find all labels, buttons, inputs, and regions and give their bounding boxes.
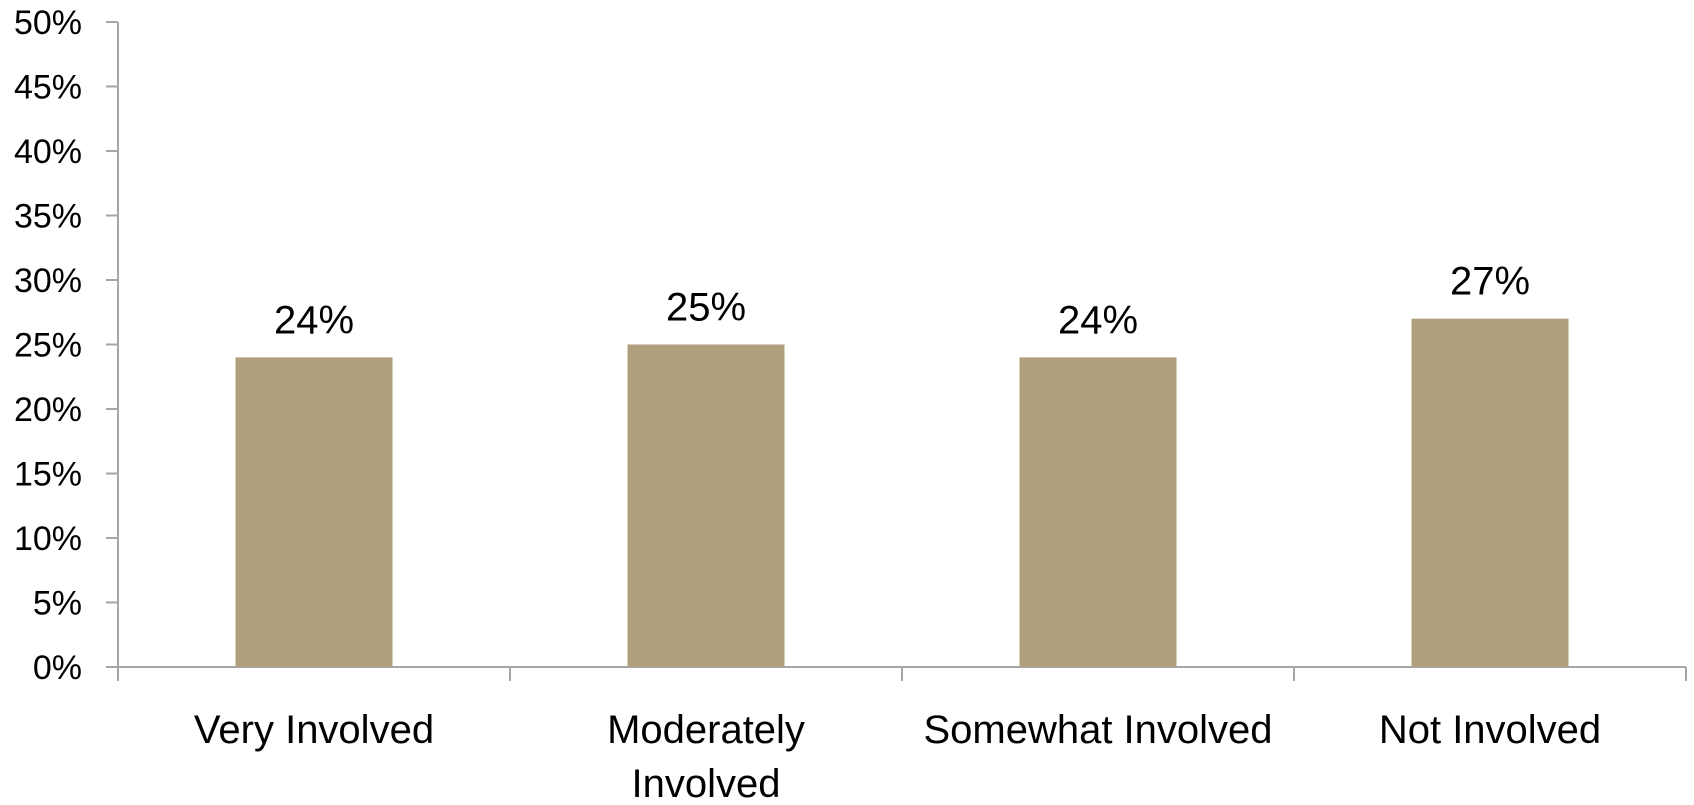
- category-label: Not Involved: [1379, 708, 1601, 752]
- y-tick-label: 25%: [14, 327, 82, 365]
- bar: [235, 357, 393, 667]
- category-labels: Very Involved Moderately Involved Somewhat …: [194, 708, 1601, 805]
- category-label: Moderately: [607, 708, 805, 752]
- y-tick-label: 50%: [14, 4, 82, 42]
- data-labels: 24% 25% 24% 27%: [274, 260, 1530, 343]
- y-tick-label: 0%: [33, 649, 82, 687]
- data-label: 24%: [1058, 298, 1138, 342]
- bar: [627, 344, 785, 667]
- y-tick-label: 40%: [14, 133, 82, 171]
- y-tick-label: 35%: [14, 198, 82, 236]
- x-axis: [117, 666, 1687, 681]
- bars: [235, 318, 1569, 667]
- y-tick-label: 45%: [14, 69, 82, 107]
- y-tick-label: 5%: [33, 585, 82, 623]
- y-tick-label: 10%: [14, 520, 82, 558]
- bar: [1411, 318, 1569, 667]
- data-label: 25%: [666, 286, 746, 330]
- data-label: 24%: [274, 298, 354, 342]
- y-tick-label: 15%: [14, 456, 82, 494]
- category-label: Very Involved: [194, 708, 434, 752]
- category-label: Somewhat Involved: [923, 708, 1272, 752]
- y-axis: 0% 5% 10% 15% 20% 25% 30% 35% 40% 45% 50%: [14, 4, 119, 687]
- y-tick-label: 30%: [14, 262, 82, 300]
- category-label: Involved: [632, 762, 781, 805]
- bar: [1019, 357, 1177, 667]
- data-label: 27%: [1450, 260, 1530, 304]
- y-tick-label: 20%: [14, 391, 82, 429]
